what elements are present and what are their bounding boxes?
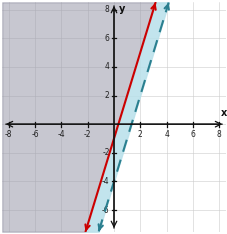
Text: 2: 2 (137, 130, 142, 139)
Text: 8: 8 (216, 130, 221, 139)
Text: -4: -4 (57, 130, 65, 139)
Text: -2: -2 (102, 148, 109, 157)
Text: -6: -6 (31, 130, 39, 139)
Text: 4: 4 (104, 62, 109, 71)
Text: 6: 6 (104, 34, 109, 43)
Text: -2: -2 (84, 130, 91, 139)
Text: -6: -6 (102, 206, 109, 215)
Text: 6: 6 (190, 130, 195, 139)
Text: y: y (118, 4, 124, 15)
Text: 2: 2 (104, 91, 109, 100)
Text: 8: 8 (104, 5, 109, 14)
Text: x: x (220, 108, 227, 118)
Text: -4: -4 (102, 177, 109, 186)
Text: -8: -8 (5, 130, 12, 139)
Text: 4: 4 (163, 130, 168, 139)
